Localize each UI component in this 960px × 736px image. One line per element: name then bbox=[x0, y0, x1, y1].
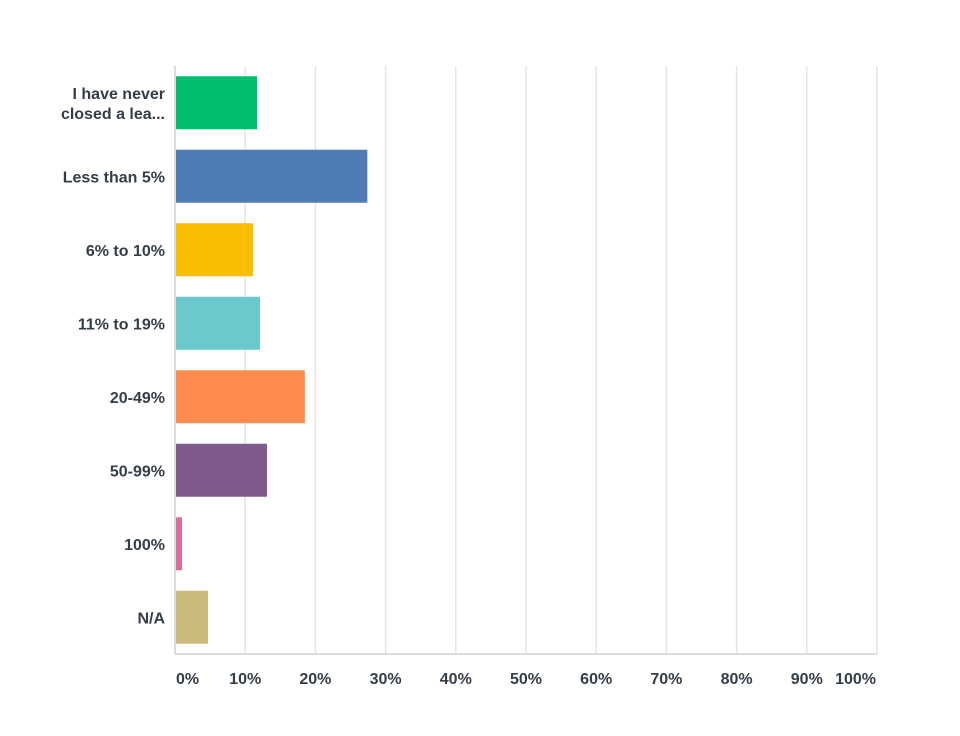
category-label: N/A bbox=[137, 610, 165, 627]
x-tick-label: 30% bbox=[370, 671, 402, 688]
category-label-line: 100% bbox=[124, 537, 165, 554]
x-tick-label: 80% bbox=[721, 671, 753, 688]
x-tick-label: 50% bbox=[510, 671, 542, 688]
bar bbox=[176, 517, 183, 571]
category-label: 50-99% bbox=[110, 463, 165, 480]
x-tick-label: 90% bbox=[791, 671, 823, 688]
bar bbox=[176, 149, 368, 203]
category-label-line: I have never bbox=[73, 86, 166, 103]
category-label-line: 50-99% bbox=[110, 463, 165, 480]
category-label-line: closed a lea... bbox=[61, 106, 165, 123]
x-tick-label: 10% bbox=[229, 671, 261, 688]
category-label: 6% to 10% bbox=[86, 243, 165, 260]
category-label-line: N/A bbox=[137, 610, 165, 627]
bar bbox=[176, 296, 260, 350]
x-tick-label: 0% bbox=[176, 671, 199, 688]
category-label: 11% to 19% bbox=[78, 316, 165, 333]
category-label: Less than 5% bbox=[63, 169, 165, 186]
category-label: 100% bbox=[124, 537, 165, 554]
bar bbox=[176, 76, 258, 130]
bar bbox=[176, 590, 208, 644]
x-tick-label: 60% bbox=[580, 671, 612, 688]
x-tick-label: 70% bbox=[650, 671, 682, 688]
bar bbox=[176, 223, 253, 277]
category-label-line: 20-49% bbox=[110, 390, 165, 407]
x-tick-label: 40% bbox=[440, 671, 472, 688]
category-labels: I have never closed a lea... Less than 5% 6… bbox=[61, 86, 166, 628]
bar bbox=[176, 443, 267, 497]
bars bbox=[176, 76, 368, 644]
category-label-line: 11% to 19% bbox=[78, 316, 165, 333]
bar bbox=[176, 370, 305, 424]
x-tick-label: 20% bbox=[299, 671, 331, 688]
category-label-line: 6% to 10% bbox=[86, 243, 165, 260]
x-tick-labels: 0% 10% 20% 30% 40% 50% 60% 70% 80% 90% 100% bbox=[176, 671, 876, 688]
category-label: 20-49% bbox=[110, 390, 165, 407]
category-label-line: Less than 5% bbox=[63, 169, 165, 186]
category-label: I have never closed a lea... bbox=[61, 86, 165, 123]
x-tick-label: 100% bbox=[835, 671, 876, 688]
